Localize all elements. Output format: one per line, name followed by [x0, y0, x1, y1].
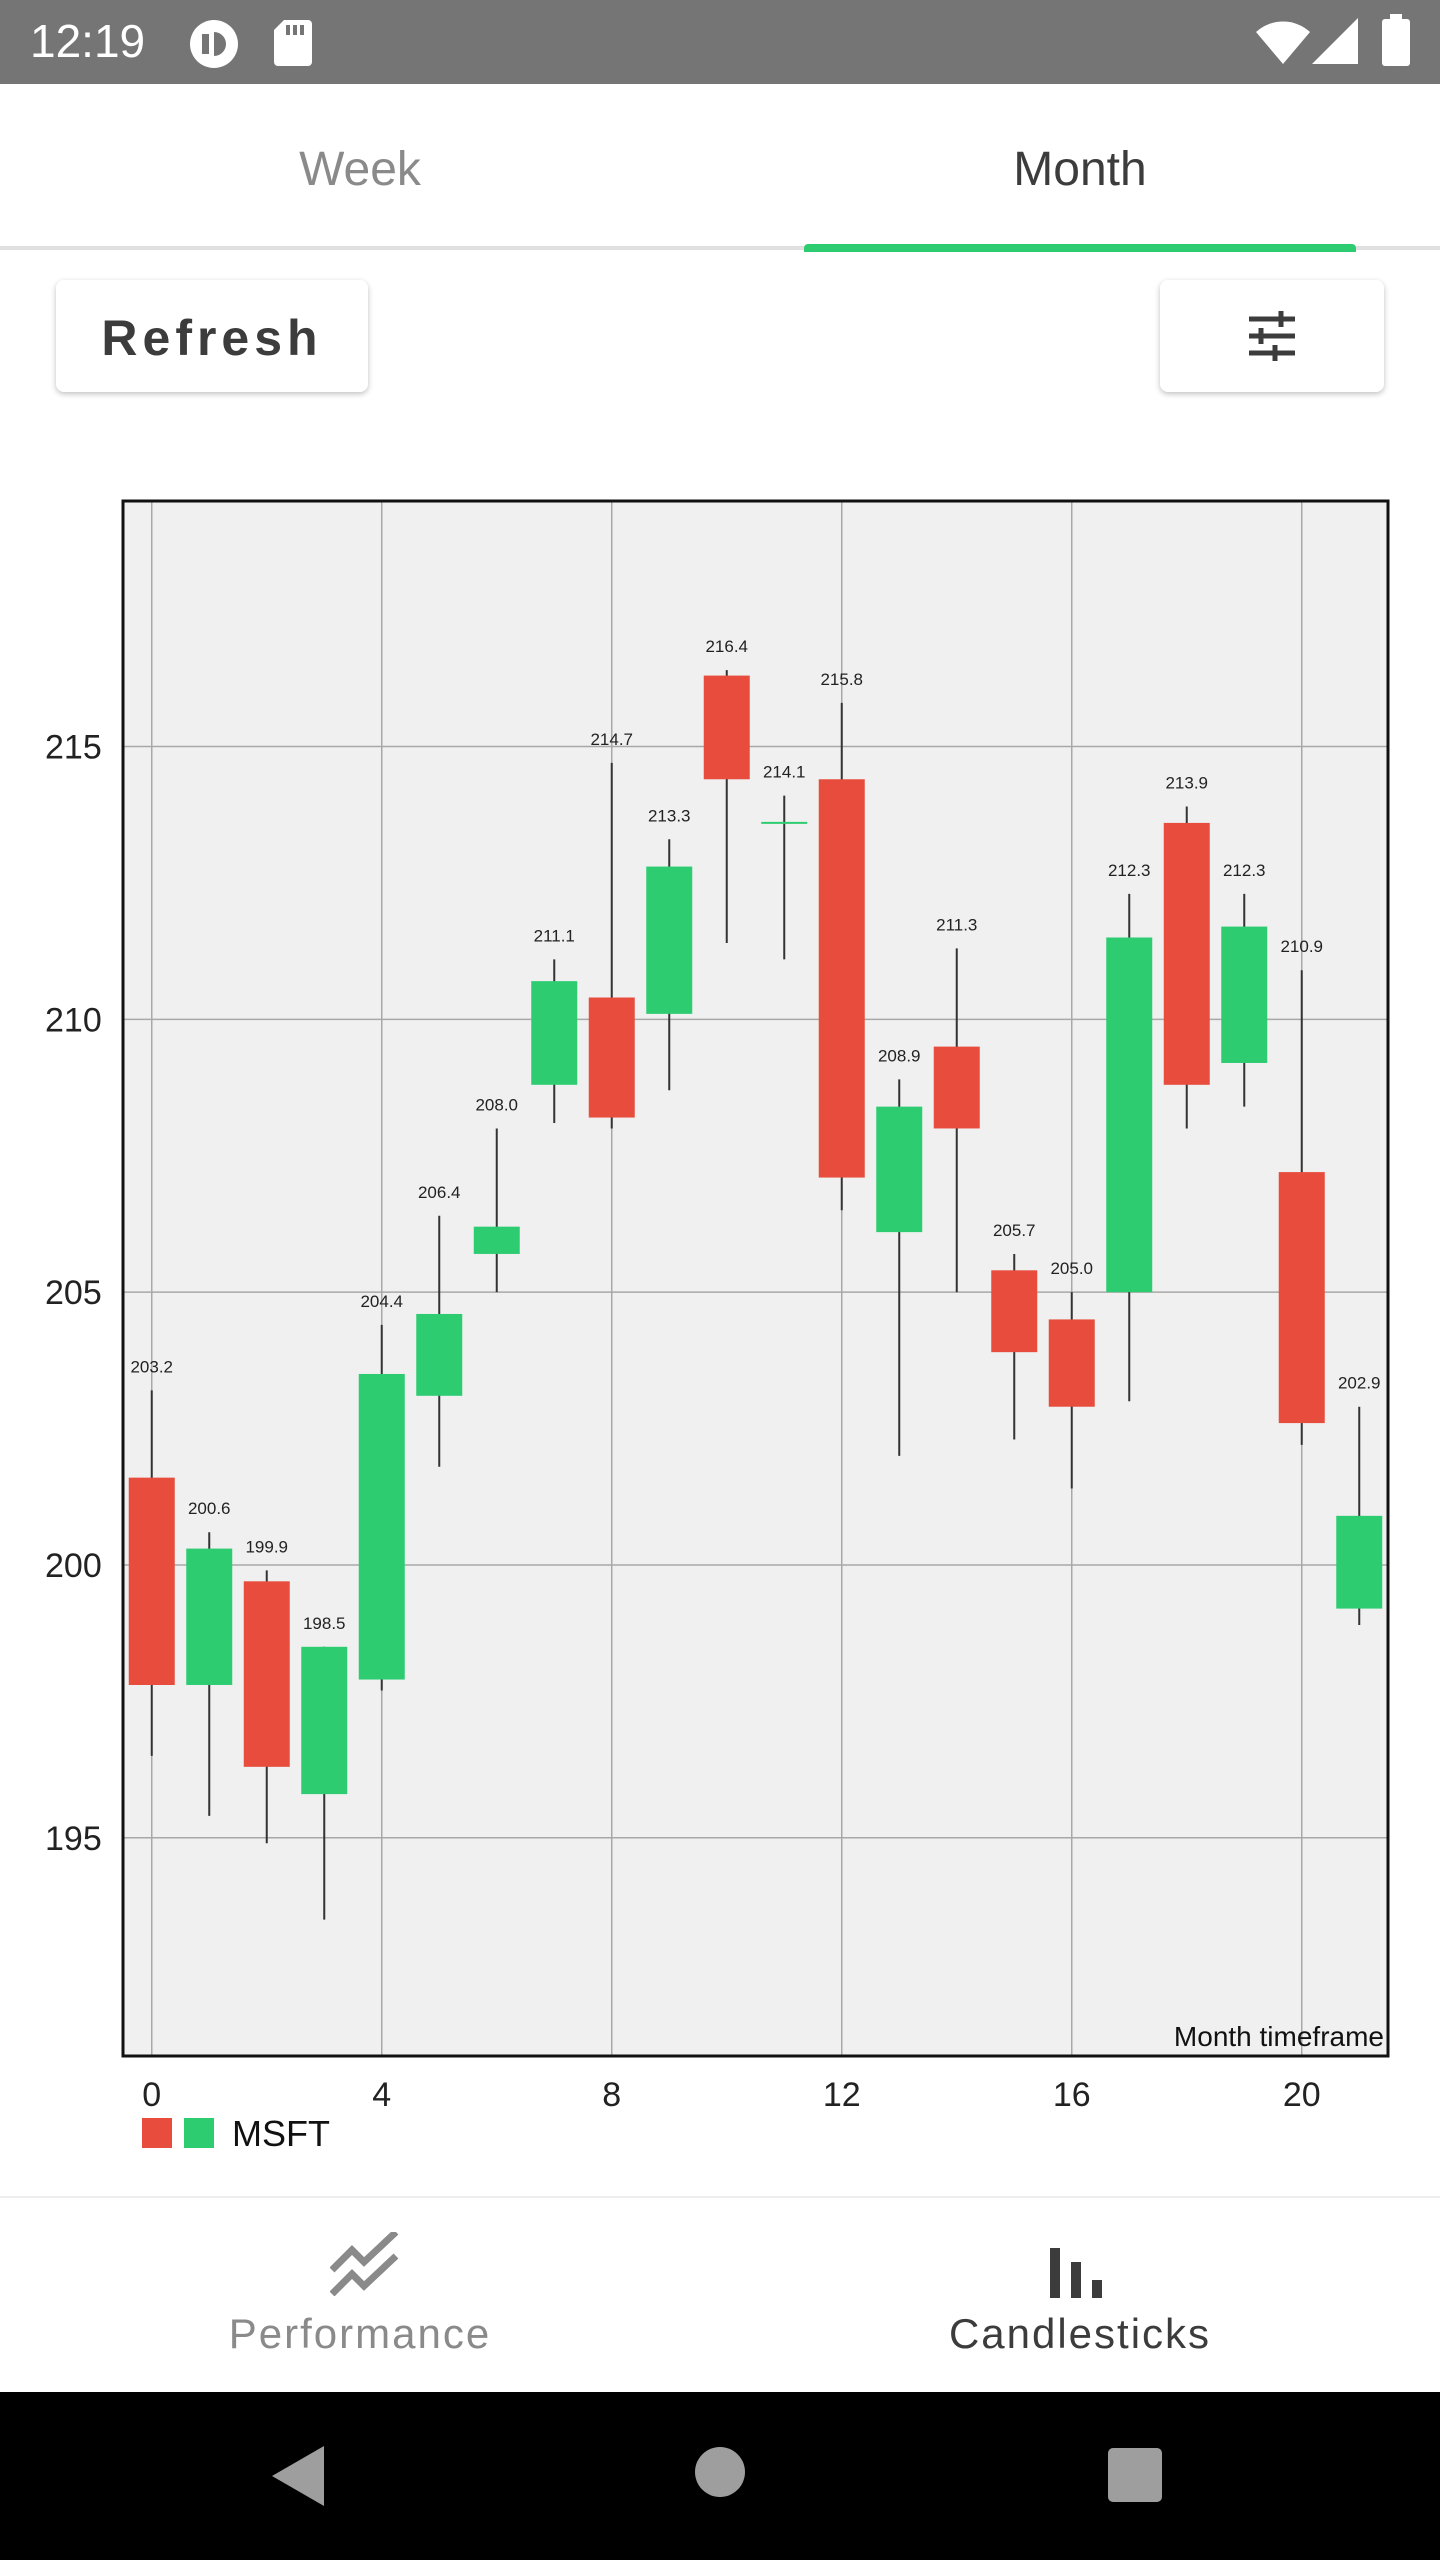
candle-high-label: 203.2 [130, 1357, 173, 1376]
y-tick-label: 200 [45, 1547, 102, 1585]
x-tick-label: 4 [372, 2076, 391, 2114]
candle-high-label: 210.9 [1280, 937, 1323, 956]
candle-body [416, 1313, 463, 1396]
candle-body [473, 1226, 520, 1254]
refresh-button[interactable]: Refresh [56, 280, 368, 392]
chart-annotation: Month timeframe [1174, 2021, 1384, 2052]
candle-body [876, 1106, 923, 1233]
filter-button[interactable] [1160, 280, 1384, 392]
bar-chart-icon [1050, 2248, 1102, 2298]
y-tick-label: 195 [45, 1820, 102, 1858]
candle-high-label: 211.3 [936, 915, 977, 934]
candle-high-label: 200.6 [188, 1499, 231, 1518]
candle-high-label: 208.9 [878, 1046, 921, 1065]
candle-high-label: 198.5 [303, 1614, 346, 1633]
tab-week[interactable]: Week [299, 143, 421, 196]
back-icon[interactable] [272, 2446, 324, 2506]
nav-performance-label: Performance [228, 2310, 492, 2357]
system-navigation [0, 2392, 1440, 2560]
candle-body [186, 1548, 233, 1685]
tab-indicator [804, 244, 1356, 252]
candle-body [1163, 822, 1210, 1085]
candle-body [1336, 1515, 1383, 1609]
sd-card-icon [274, 20, 312, 66]
nav-performance[interactable]: Performance [0, 2198, 720, 2394]
candle-body [1106, 937, 1153, 1293]
plot-frame [121, 499, 1390, 2058]
status-time: 12:19 [30, 15, 146, 67]
nav-candlesticks[interactable]: Candlesticks [720, 2198, 1440, 2394]
wifi-icon [1256, 21, 1310, 64]
legend-swatch-up [184, 2118, 214, 2148]
bottom-navigation: Performance Candlesticks [0, 2196, 1440, 2392]
plot-area [123, 501, 1388, 2056]
candle-high-label: 206.4 [418, 1183, 461, 1202]
candle-high-label: 208.0 [475, 1095, 518, 1114]
app-badge-icon [190, 20, 238, 68]
candle-high-label: 202.9 [1338, 1374, 1381, 1393]
candle-high-label: 212.3 [1223, 861, 1266, 880]
candle-high-label: 212.3 [1108, 861, 1151, 880]
timeframe-tabs: Week Month [0, 84, 1440, 250]
candle-body [358, 1373, 405, 1680]
candlestick-chart: 0 4 8 12 16 20 195 200 205 210 215 203.2 200.6 199.9 1… [45, 499, 1390, 2154]
x-tick-label: 20 [1283, 2076, 1321, 2114]
candle-body [991, 1270, 1038, 1353]
x-tick-label: 0 [142, 2076, 161, 2114]
recents-icon[interactable] [1108, 2448, 1162, 2502]
candle-body [646, 866, 693, 1014]
x-tick-label: 8 [602, 2076, 621, 2114]
candle-high-label: 214.7 [590, 730, 633, 749]
candle-high-label: 205.0 [1050, 1259, 1093, 1278]
candle-high-label: 214.1 [763, 763, 806, 782]
y-tick-label: 215 [45, 729, 102, 767]
candle-high-label: 205.7 [993, 1221, 1036, 1240]
candle-high-label: 211.1 [534, 926, 575, 945]
signal-icon [1312, 18, 1358, 64]
y-tick-label: 210 [45, 1001, 102, 1039]
tab-month[interactable]: Month [1013, 143, 1147, 196]
candle-body [531, 981, 578, 1085]
candle-body [301, 1646, 348, 1795]
candle-high-label: 215.8 [820, 670, 863, 689]
candle-body [933, 1046, 980, 1129]
candle-body [1221, 926, 1268, 1063]
candle-body [588, 997, 635, 1118]
candle-high-label: 213.3 [648, 806, 691, 825]
candle-body [1278, 1172, 1325, 1424]
candle-high-label: 216.4 [705, 637, 748, 656]
tune-icon [1249, 311, 1295, 361]
legend-label: MSFT [232, 2113, 330, 2154]
candle-high-label: 213.9 [1165, 774, 1208, 793]
candle-body [818, 779, 865, 1178]
legend-swatch-down [142, 2118, 172, 2148]
y-tick-label: 205 [45, 1274, 102, 1312]
candle-high-label: 199.9 [245, 1537, 288, 1556]
status-bar: 12:19 [0, 0, 1440, 84]
trending-icon [330, 2232, 399, 2296]
candle-body [1048, 1319, 1095, 1407]
x-tick-label: 16 [1053, 2076, 1091, 2114]
candle-body [243, 1581, 290, 1767]
candle-high-label: 204.4 [360, 1292, 403, 1311]
battery-icon [1382, 14, 1410, 66]
candle-body [703, 675, 750, 780]
candle-body [128, 1477, 175, 1685]
home-icon[interactable] [694, 2446, 746, 2498]
nav-candlesticks-label: Candlesticks [948, 2310, 1212, 2357]
x-tick-label: 12 [823, 2076, 861, 2114]
